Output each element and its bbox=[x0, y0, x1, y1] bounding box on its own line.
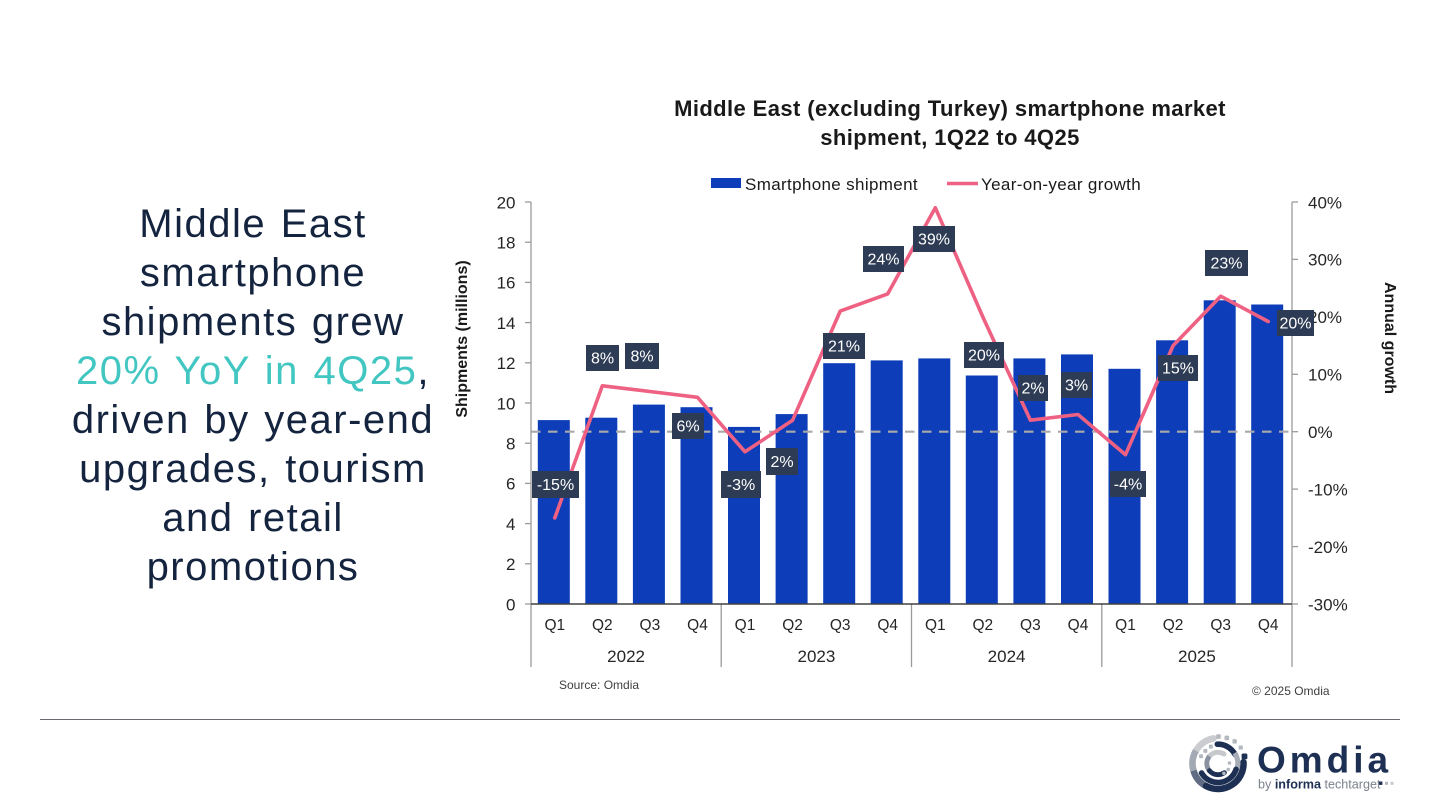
svg-text:Q1: Q1 bbox=[1115, 617, 1136, 634]
svg-text:by informa techtarget: by informa techtarget bbox=[1258, 777, 1381, 791]
svg-text:4: 4 bbox=[506, 515, 515, 534]
svg-text:Q1: Q1 bbox=[925, 617, 946, 634]
svg-text:-3%: -3% bbox=[727, 477, 755, 494]
svg-text:6%: 6% bbox=[676, 419, 699, 436]
svg-text:Q1: Q1 bbox=[735, 617, 756, 634]
svg-text:-15%: -15% bbox=[537, 477, 574, 494]
svg-text:8%: 8% bbox=[630, 349, 653, 366]
svg-text:2023: 2023 bbox=[797, 647, 835, 666]
svg-text:Smartphone shipment: Smartphone shipment bbox=[745, 175, 918, 194]
svg-text:2%: 2% bbox=[1021, 381, 1044, 398]
svg-text:23%: 23% bbox=[1210, 256, 1242, 273]
svg-text:8%: 8% bbox=[591, 351, 614, 368]
svg-text:3%: 3% bbox=[1065, 378, 1088, 395]
svg-text:Q3: Q3 bbox=[1210, 617, 1231, 634]
svg-text:6: 6 bbox=[506, 475, 515, 494]
svg-text:0%: 0% bbox=[1308, 423, 1333, 442]
svg-text:Q1: Q1 bbox=[544, 617, 565, 634]
svg-text:2%: 2% bbox=[770, 454, 793, 471]
svg-text:30%: 30% bbox=[1308, 251, 1342, 270]
svg-text:Q3: Q3 bbox=[1020, 617, 1041, 634]
svg-text:15%: 15% bbox=[1162, 361, 1194, 378]
svg-text:-30%: -30% bbox=[1308, 595, 1348, 614]
svg-text:20%: 20% bbox=[968, 348, 1000, 365]
svg-text:Q3: Q3 bbox=[830, 617, 851, 634]
svg-text:18: 18 bbox=[497, 234, 516, 253]
svg-text:21%: 21% bbox=[828, 339, 860, 356]
svg-text:-10%: -10% bbox=[1308, 480, 1348, 499]
svg-text:2022: 2022 bbox=[607, 647, 645, 666]
svg-text:20%: 20% bbox=[1279, 316, 1311, 333]
svg-text:Shipments (millions): Shipments (millions) bbox=[454, 260, 471, 417]
svg-text:Q4: Q4 bbox=[687, 617, 708, 634]
svg-text:2025: 2025 bbox=[1178, 647, 1216, 666]
svg-text:-4%: -4% bbox=[1114, 477, 1142, 494]
svg-text:Q3: Q3 bbox=[640, 617, 661, 634]
svg-text:20%: 20% bbox=[1308, 308, 1342, 327]
svg-text:Year-on-year growth: Year-on-year growth bbox=[981, 175, 1141, 194]
svg-text:Omdia: Omdia bbox=[1257, 740, 1392, 781]
svg-text:10%: 10% bbox=[1308, 366, 1342, 385]
svg-text:24%: 24% bbox=[867, 252, 899, 269]
svg-text:© 2025 Omdia: © 2025 Omdia bbox=[1252, 684, 1330, 698]
svg-text:20: 20 bbox=[497, 193, 516, 212]
svg-text:39%: 39% bbox=[918, 232, 950, 249]
svg-text:Q4: Q4 bbox=[1068, 617, 1089, 634]
svg-text:Q2: Q2 bbox=[782, 617, 803, 634]
svg-text:Q2: Q2 bbox=[972, 617, 993, 634]
svg-text:Q2: Q2 bbox=[592, 617, 613, 634]
svg-text:Annual growth: Annual growth bbox=[1381, 282, 1398, 394]
svg-text:8: 8 bbox=[506, 435, 515, 454]
svg-text:shipment, 1Q22 to 4Q25: shipment, 1Q22 to 4Q25 bbox=[820, 125, 1079, 150]
svg-text:Q4: Q4 bbox=[877, 617, 898, 634]
svg-text:2: 2 bbox=[506, 555, 515, 574]
svg-text:40%: 40% bbox=[1308, 193, 1342, 212]
svg-text:16: 16 bbox=[497, 274, 516, 293]
svg-text:0: 0 bbox=[506, 595, 515, 614]
svg-text:12: 12 bbox=[497, 354, 516, 373]
svg-text:Q4: Q4 bbox=[1258, 617, 1279, 634]
svg-text:2024: 2024 bbox=[988, 647, 1026, 666]
svg-text:10: 10 bbox=[497, 394, 516, 413]
svg-text:Q2: Q2 bbox=[1163, 617, 1184, 634]
svg-text:Middle East (excluding Turkey): Middle East (excluding Turkey) smartphon… bbox=[674, 96, 1226, 121]
svg-text:-20%: -20% bbox=[1308, 538, 1348, 557]
svg-text:14: 14 bbox=[497, 314, 516, 333]
svg-text:Source: Omdia: Source: Omdia bbox=[559, 678, 639, 692]
